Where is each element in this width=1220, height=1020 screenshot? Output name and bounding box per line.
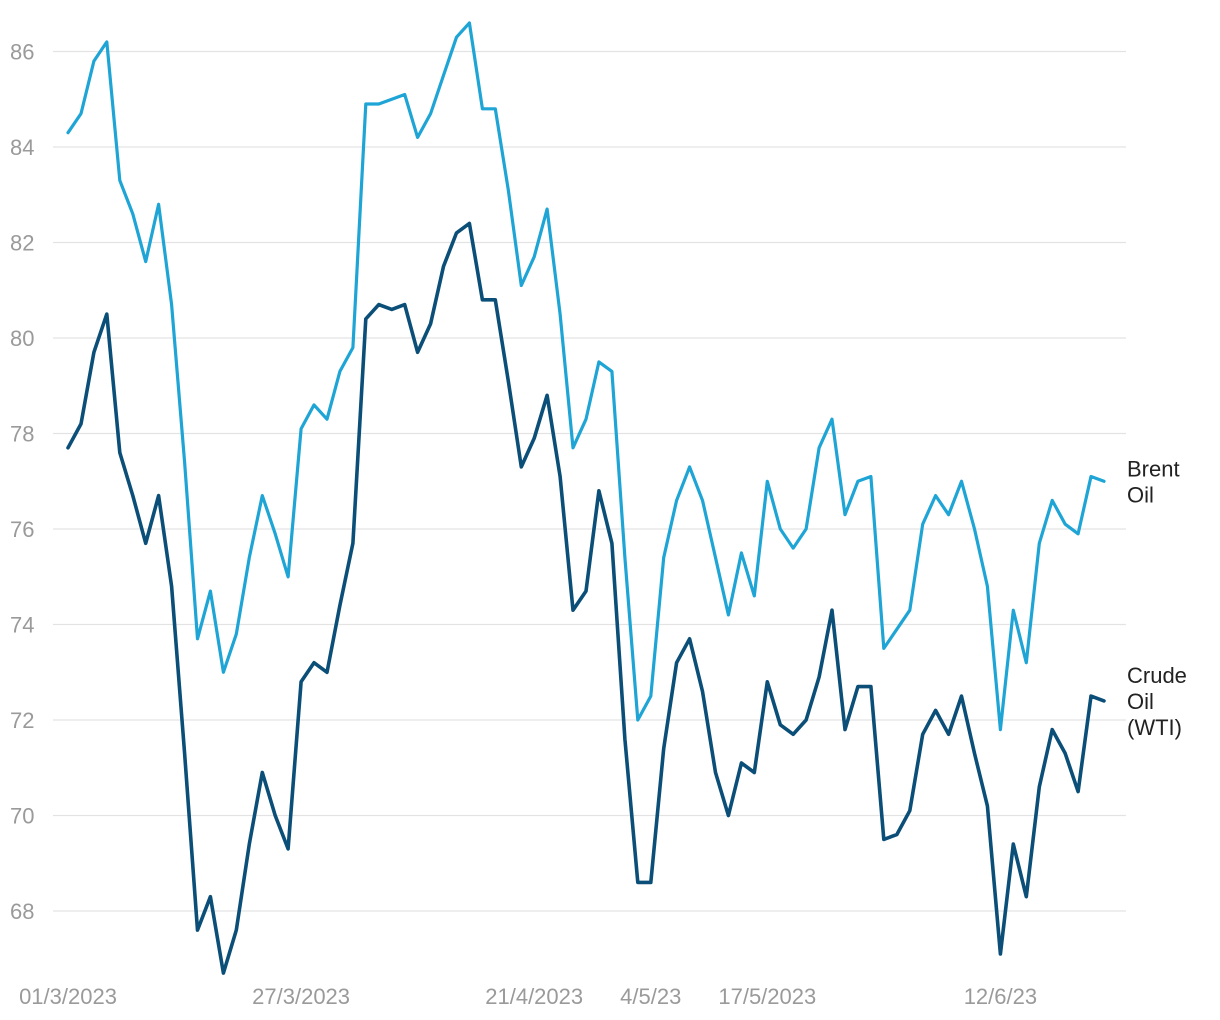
series-label-brent-oil: Brent Oil bbox=[1127, 456, 1180, 507]
grid-lines bbox=[53, 50, 1126, 912]
y-tick-label-84: 84 bbox=[10, 135, 34, 160]
y-tick-label-78: 78 bbox=[10, 422, 34, 447]
y-tick-label-70: 70 bbox=[10, 804, 34, 829]
y-tick-label-74: 74 bbox=[10, 613, 34, 638]
y-tick-label-72: 72 bbox=[10, 708, 34, 733]
y-tick-label-80: 80 bbox=[10, 326, 34, 351]
y-tick-label-76: 76 bbox=[10, 517, 34, 542]
y-axis-tick-labels: 68 70 72 74 76 78 80 82 84 86 bbox=[10, 40, 34, 925]
series-lines bbox=[66, 21, 1106, 975]
x-axis-tick-labels: 01/3/2023 27/3/2023 21/4/2023 4/5/23 17/5/20… bbox=[19, 984, 1037, 1009]
series-label-crude-oil-wti: Crude Oil (WTI) bbox=[1127, 663, 1187, 740]
y-tick-label-68: 68 bbox=[10, 899, 34, 924]
x-tick-label-4: 17/5/2023 bbox=[718, 984, 816, 1009]
series-labels: Brent Oil Crude Oil (WTI) bbox=[1127, 456, 1187, 740]
x-tick-label-5: 12/6/23 bbox=[964, 984, 1037, 1009]
x-tick-label-2: 21/4/2023 bbox=[485, 984, 583, 1009]
series-line-brent-oil bbox=[66, 21, 1106, 732]
x-tick-label-3: 4/5/23 bbox=[620, 984, 681, 1009]
y-tick-label-86: 86 bbox=[10, 40, 34, 65]
x-tick-label-0: 01/3/2023 bbox=[19, 984, 117, 1009]
y-tick-label-82: 82 bbox=[10, 231, 34, 256]
series-line-crude-oil-wti bbox=[66, 221, 1106, 975]
x-tick-label-1: 27/3/2023 bbox=[252, 984, 350, 1009]
